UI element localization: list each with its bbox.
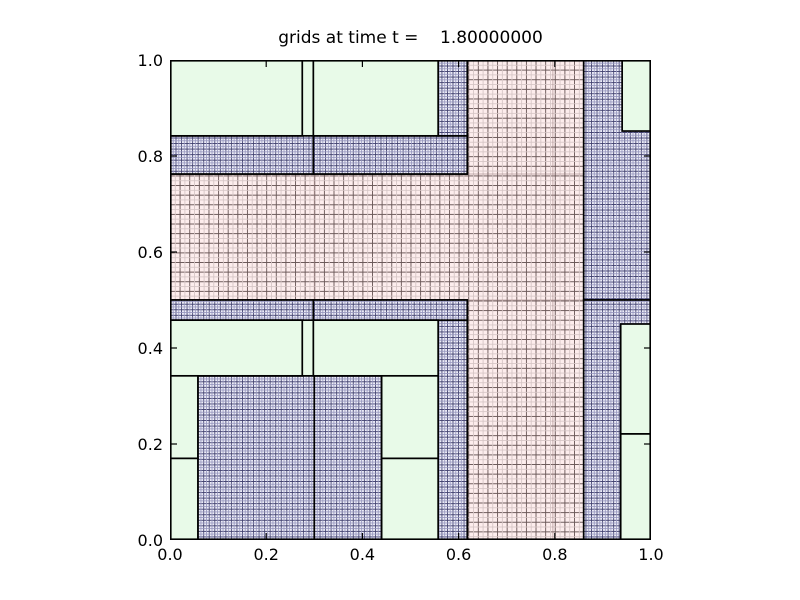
blue-mesh-patch-2 bbox=[312, 134, 469, 175]
green-patch-8 bbox=[380, 374, 440, 460]
green-patch-2 bbox=[312, 60, 440, 137]
green-patch-9 bbox=[380, 457, 440, 540]
y-tick-label: 0.8 bbox=[137, 147, 163, 166]
blue-mesh-patch-3 bbox=[437, 60, 469, 137]
x-tick-label: 0.0 bbox=[157, 545, 183, 564]
green-patch-1 bbox=[170, 60, 304, 137]
green-patch-10 bbox=[619, 323, 651, 435]
y-tick-label: 0.2 bbox=[137, 435, 163, 454]
axes-frame bbox=[170, 60, 651, 540]
x-tick-label: 0.8 bbox=[542, 545, 568, 564]
blue-mesh-patch-8 bbox=[312, 299, 469, 322]
blue-mesh-patch-5 bbox=[313, 374, 383, 540]
plot-title: grids at time t = 1.80000000 bbox=[278, 28, 543, 48]
green-patch-5 bbox=[312, 319, 440, 377]
green-patch-3 bbox=[621, 60, 651, 132]
x-tick-label: 0.2 bbox=[253, 545, 279, 564]
green-patch-6 bbox=[170, 374, 199, 460]
plot-area bbox=[170, 60, 651, 540]
x-tick-label: 0.6 bbox=[445, 545, 472, 564]
blue-mesh-patch-1 bbox=[170, 134, 315, 175]
y-tick-label: 0.6 bbox=[137, 243, 163, 262]
blue-mesh-patch-6 bbox=[437, 319, 469, 540]
y-tick-label: 0.0 bbox=[137, 531, 163, 550]
x-tick-label: 1.0 bbox=[638, 545, 664, 564]
y-tick-label: 0.4 bbox=[137, 339, 163, 358]
blue-mesh-patch-7 bbox=[170, 299, 315, 322]
green-patch-11 bbox=[619, 433, 651, 540]
green-patch-7 bbox=[170, 457, 199, 540]
x-tick-label: 0.4 bbox=[349, 545, 376, 564]
y-tick-label: 1.0 bbox=[137, 51, 163, 70]
green-patch-4 bbox=[170, 319, 304, 377]
blue-mesh-patch-4 bbox=[197, 374, 316, 540]
